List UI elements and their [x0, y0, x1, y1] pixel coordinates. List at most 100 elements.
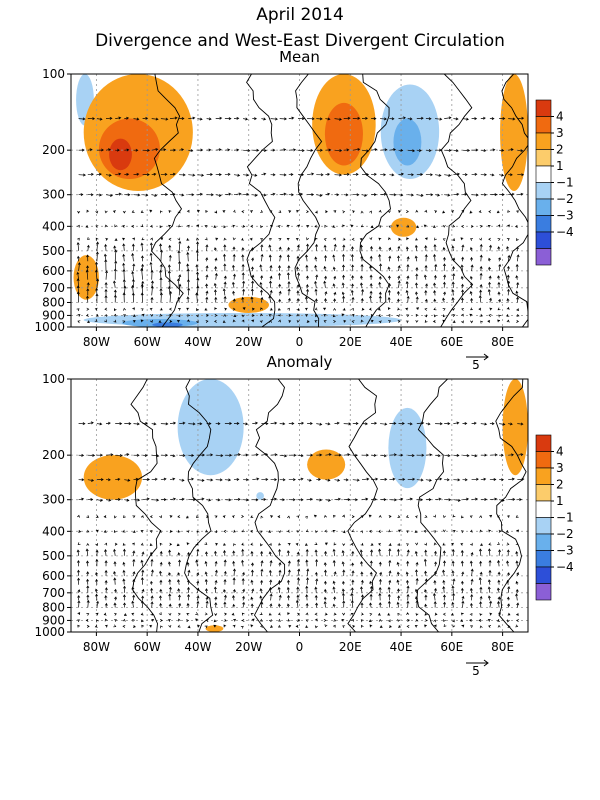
- wind-arrow: [388, 559, 392, 567]
- wind-arrow: [462, 117, 469, 121]
- wind-arrow: [115, 422, 123, 426]
- wind-arrow: [442, 569, 446, 576]
- wind-arrow: [334, 193, 340, 197]
- contour-line: [294, 74, 323, 327]
- wind-arrow: [113, 515, 117, 519]
- wind-arrow: [187, 314, 191, 318]
- wind-arrow: [398, 477, 406, 481]
- wind-arrow: [86, 571, 90, 576]
- wind-arrow: [179, 478, 185, 482]
- wind-arrow: [462, 497, 470, 501]
- wind-arrow: [515, 580, 519, 585]
- wind-arrow: [278, 530, 282, 534]
- wind-arrow: [432, 319, 436, 323]
- wind-arrow: [242, 224, 246, 228]
- wind-arrow: [142, 116, 149, 120]
- wind-arrow: [359, 237, 363, 241]
- wind-arrow: [224, 612, 228, 616]
- wind-arrow: [188, 477, 195, 481]
- wind-arrow: [260, 244, 264, 251]
- wind-arrow: [242, 595, 245, 601]
- wind-arrow: [142, 148, 150, 152]
- wind-arrow: [131, 600, 135, 608]
- wind-arrow: [132, 618, 136, 622]
- wind-arrow: [334, 421, 340, 425]
- wind-arrow: [305, 594, 309, 601]
- wind-arrow: [159, 550, 163, 556]
- contour-line: [246, 74, 276, 327]
- wind-arrow: [223, 601, 227, 608]
- wind-arrow: [114, 224, 118, 228]
- wind-arrow: [243, 117, 249, 121]
- wind-arrow: [113, 577, 117, 585]
- wind-arrow: [369, 283, 373, 288]
- wind-arrow: [140, 255, 144, 262]
- wind-arrow: [123, 613, 127, 616]
- wind-arrow: [416, 478, 424, 482]
- wind-arrow: [433, 530, 437, 534]
- wind-arrow: [462, 148, 471, 152]
- wind-arrow: [471, 421, 477, 425]
- wind-arrow: [159, 595, 163, 601]
- wind-arrow: [452, 266, 456, 271]
- wind-arrow: [396, 255, 401, 262]
- wind-arrow: [424, 237, 428, 241]
- wind-arrow: [168, 210, 172, 213]
- wind-arrow: [460, 619, 464, 622]
- wind-arrow: [314, 625, 318, 629]
- wind-arrow: [187, 625, 191, 629]
- wind-arrow: [361, 172, 370, 176]
- wind-arrow: [360, 530, 363, 534]
- wind-arrow: [515, 515, 519, 518]
- wind-arrow: [451, 542, 455, 546]
- wind-arrow: [415, 291, 418, 296]
- wind-arrow: [250, 596, 254, 601]
- wind-arrow: [287, 594, 291, 601]
- wind-arrow: [506, 314, 510, 317]
- wind-arrow: [350, 224, 354, 228]
- wind-arrow: [122, 243, 126, 251]
- wind-arrow: [260, 515, 264, 519]
- wind-arrow: [188, 116, 196, 120]
- wind-arrow: [304, 515, 308, 519]
- wind-arrow: [133, 172, 140, 176]
- wind-arrow: [305, 619, 309, 623]
- wind-arrow: [259, 289, 264, 296]
- wind-arrow: [479, 265, 483, 271]
- wind-arrow: [233, 116, 240, 120]
- wind-arrow: [496, 210, 500, 214]
- wind-arrow: [433, 514, 436, 518]
- wind-arrow: [378, 246, 382, 251]
- colorbar-label: 4: [556, 445, 564, 459]
- wind-arrow: [77, 600, 81, 608]
- wind-arrow: [96, 193, 102, 197]
- contour-line: [416, 379, 448, 632]
- wind-arrow: [96, 278, 100, 288]
- wind-arrow: [397, 618, 401, 622]
- wind-arrow: [168, 572, 172, 576]
- wind-arrow: [371, 148, 378, 152]
- wind-arrow: [479, 272, 483, 280]
- wind-arrow: [377, 307, 381, 311]
- wind-arrow: [497, 291, 501, 296]
- wind-arrow: [296, 272, 300, 280]
- wind-arrow: [86, 594, 90, 601]
- wind-arrow: [414, 596, 418, 601]
- wind-arrow: [295, 624, 299, 628]
- wind-arrow: [396, 290, 400, 296]
- wind-arrow: [369, 585, 373, 593]
- wind-arrow: [489, 600, 493, 608]
- wind-arrow: [380, 498, 387, 502]
- x-tick-label: 40E: [390, 640, 413, 654]
- wind-arrow: [469, 313, 473, 317]
- wind-arrow: [497, 515, 500, 519]
- wind-arrow: [159, 277, 163, 288]
- wind-arrow: [461, 256, 465, 262]
- wind-arrow: [471, 454, 478, 458]
- wind-arrow: [279, 478, 286, 482]
- wind-arrow: [398, 193, 404, 197]
- wind-arrow: [86, 288, 90, 296]
- wind-arrow: [141, 551, 145, 556]
- wind-arrow: [249, 237, 253, 241]
- wind-arrow: [316, 453, 323, 457]
